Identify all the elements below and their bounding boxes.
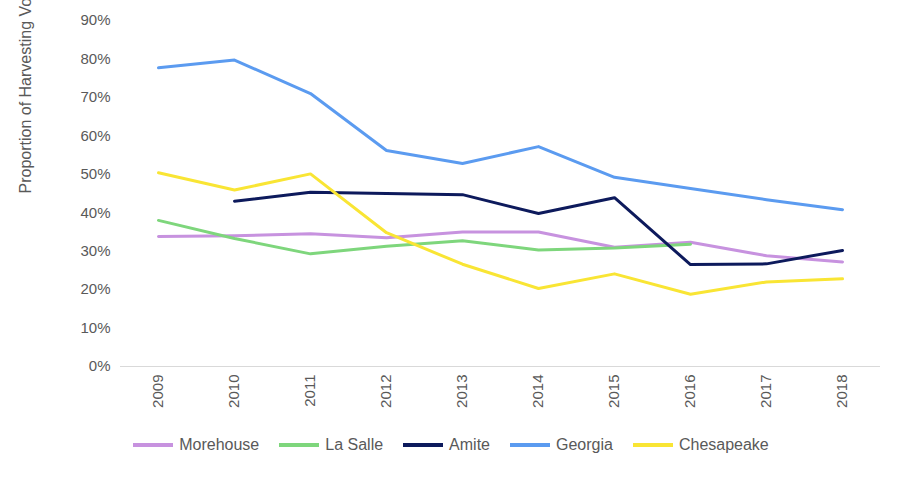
svg-text:80%: 80%	[80, 50, 110, 67]
svg-text:2011: 2011	[301, 375, 318, 407]
svg-text:70%: 70%	[80, 88, 110, 105]
svg-text:2012: 2012	[377, 375, 394, 408]
html-text:Georgia: Georgia	[556, 436, 613, 453]
svg-text:2009: 2009	[149, 375, 166, 408]
svg-text:2013: 2013	[453, 375, 470, 408]
svg-text:2017: 2017	[757, 375, 774, 408]
html-text:Chesapeake: Chesapeake	[678, 436, 769, 453]
svg-text:2014: 2014	[529, 375, 546, 408]
svg-text:10%: 10%	[80, 319, 110, 336]
svg-text:2018: 2018	[833, 375, 850, 408]
svg-text:2016: 2016	[681, 375, 698, 408]
svg-text:60%: 60%	[80, 127, 110, 144]
svg-text:2015: 2015	[605, 375, 622, 408]
svg-text:90%: 90%	[80, 11, 110, 28]
html-text:La Salle: La Salle	[325, 436, 384, 453]
svg-text:2010: 2010	[225, 375, 242, 408]
svg-text:30%: 30%	[80, 242, 110, 259]
svg-text:40%: 40%	[80, 204, 110, 221]
svg-text:0%: 0%	[89, 357, 111, 374]
svg-text:20%: 20%	[80, 280, 110, 297]
svg-text:Proportion of Harvesting Volum: Proportion of Harvesting Volume From Thi…	[17, 0, 34, 194]
html-text:Morehouse: Morehouse	[179, 436, 260, 453]
html-text:Amite: Amite	[449, 436, 490, 453]
svg-text:50%: 50%	[80, 165, 110, 182]
